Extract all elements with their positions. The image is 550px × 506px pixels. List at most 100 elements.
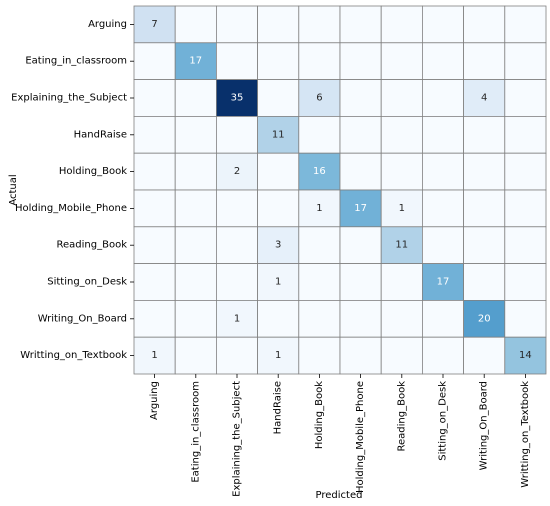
cell-value-r5-c5: 17	[354, 203, 367, 214]
x-axis-title: Predicted	[316, 490, 363, 501]
heatmap-cell-r0-c9	[504, 5, 547, 44]
heatmap-cell-r4-c0	[133, 152, 176, 191]
heatmap-cell-r8-c8	[463, 299, 506, 338]
heatmap-cell-r6-c3	[257, 226, 300, 265]
cells-layer	[133, 5, 547, 375]
heatmap-cell-r1-c0	[133, 42, 176, 80]
heatmap-cell-r7-c0	[133, 263, 176, 301]
cell-value-r7-c3: 1	[275, 277, 281, 288]
y-axis-title: Actual	[8, 174, 19, 205]
y-tick-label-5: Holding_Mobile_Phone	[15, 203, 127, 214]
x-tick-label-9: Writting_on_Textbook	[520, 381, 531, 488]
cell-value-r9-c3: 1	[275, 350, 281, 361]
heatmap-cell-r0-c1	[174, 5, 217, 44]
heatmap-cell-r3-c4	[298, 116, 341, 154]
heatmap-cell-r3-c2	[215, 116, 258, 154]
heatmap-cell-r3-c6	[380, 116, 423, 154]
heatmap-cell-r7-c5	[339, 263, 382, 301]
heatmap-cell-r1-c3	[257, 42, 300, 80]
cell-value-r6-c6: 11	[395, 240, 408, 251]
heatmap-cell-r9-c9	[504, 336, 547, 375]
heatmap-cell-r6-c8	[463, 226, 506, 265]
heatmap-cell-r6-c6	[380, 226, 423, 265]
y-tick-labels: Arguing Eating_in_classroom Explaining_the…	[11, 19, 134, 361]
heatmap-cell-r8-c9	[504, 299, 547, 338]
heatmap-cell-r9-c6	[380, 336, 423, 375]
heatmap-cell-r3-c1	[174, 116, 217, 154]
heatmap-cell-r4-c7	[421, 152, 464, 191]
heatmap-cell-r5-c8	[463, 189, 506, 228]
heatmap-cell-r2-c3	[257, 79, 300, 117]
heatmap-cell-r7-c2	[215, 263, 258, 301]
heatmap-cell-r4-c3	[257, 152, 300, 191]
cell-value-r9-c0: 1	[151, 350, 157, 361]
heatmap-cell-r6-c1	[174, 226, 217, 265]
cell-value-r9-c9: 14	[519, 350, 532, 361]
cell-value-r2-c4: 6	[316, 93, 322, 104]
heatmap-cell-r2-c0	[133, 79, 176, 117]
heatmap-cell-r7-c4	[298, 263, 341, 301]
cell-value-r6-c3: 3	[275, 240, 281, 251]
x-tick-label-1: Eating_in_classroom	[190, 381, 201, 483]
heatmap-cell-r3-c7	[421, 116, 464, 154]
heatmap-cell-r5-c0	[133, 189, 176, 228]
heatmap-cell-r6-c2	[215, 226, 258, 265]
x-tick-label-7: Sitting_on_Desk	[438, 381, 449, 461]
heatmap-cell-r2-c8	[463, 79, 506, 117]
cell-value-r2-c8: 4	[481, 93, 487, 104]
heatmap-cell-r8-c3	[257, 299, 300, 338]
heatmap-cell-r7-c3	[257, 263, 300, 301]
heatmap-cell-r7-c9	[504, 263, 547, 301]
x-tick-label-3: HandRaise	[273, 381, 284, 434]
heatmap-cell-r5-c7	[421, 189, 464, 228]
heatmap-cell-r2-c9	[504, 79, 547, 117]
heatmap-cell-r5-c4	[298, 189, 341, 228]
y-tick-label-3: HandRaise	[74, 129, 127, 140]
heatmap-cell-r2-c7	[421, 79, 464, 117]
heatmap-cell-r7-c1	[174, 263, 217, 301]
x-tick-labels: Arguing Eating_in_classroom Explaining_the…	[149, 374, 531, 497]
heatmap-cell-r8-c0	[133, 299, 176, 338]
cell-value-r2-c2: 35	[231, 93, 244, 104]
heatmap-cell-r6-c9	[504, 226, 547, 265]
heatmap-cell-r9-c7	[421, 336, 464, 375]
heatmap-cell-r0-c5	[339, 5, 382, 44]
heatmap-cell-r4-c1	[174, 152, 217, 191]
x-tick-label-2: Explaining_the_Subject	[232, 381, 243, 497]
cell-value-r1-c1: 17	[189, 56, 202, 67]
y-tick-label-2: Explaining_the_Subject	[11, 93, 127, 104]
heatmap-cell-r7-c7	[421, 263, 464, 301]
heatmap-cell-r3-c5	[339, 116, 382, 154]
heatmap-cell-r7-c6	[380, 263, 423, 301]
y-tick-label-7: Sitting_on_Desk	[47, 277, 127, 288]
y-tick-label-1: Eating_in_classroom	[25, 56, 127, 67]
cell-value-r3-c3: 11	[272, 129, 285, 140]
heatmap-cell-r1-c8	[463, 42, 506, 80]
heatmap-cell-r1-c1	[174, 42, 217, 80]
heatmap-cell-r4-c6	[380, 152, 423, 191]
heatmap-cell-r6-c5	[339, 226, 382, 265]
heatmap-cell-r0-c3	[257, 5, 300, 44]
heatmap-cell-r8-c4	[298, 299, 341, 338]
heatmap-cell-r3-c0	[133, 116, 176, 154]
heatmap-cell-r1-c9	[504, 42, 547, 80]
heatmap-cell-r9-c8	[463, 336, 506, 375]
heatmap-cell-r5-c2	[215, 189, 258, 228]
heatmap-cell-r4-c2	[215, 152, 258, 191]
heatmap-cell-r1-c6	[380, 42, 423, 80]
heatmap-cell-r6-c0	[133, 226, 176, 265]
heatmap-cell-r4-c4	[298, 152, 341, 191]
y-tick-label-0: Arguing	[88, 19, 127, 30]
x-tick-label-8: Writing_On_Board	[479, 381, 490, 470]
heatmap-cell-r3-c9	[504, 116, 547, 154]
cell-value-r8-c8: 20	[478, 313, 491, 324]
heatmap-cell-r0-c8	[463, 5, 506, 44]
x-tick-label-0: Arguing	[149, 381, 160, 420]
heatmap-cell-r5-c3	[257, 189, 300, 228]
heatmap-cell-r6-c4	[298, 226, 341, 265]
heatmap-cell-r2-c6	[380, 79, 423, 117]
heatmap-cell-r8-c7	[421, 299, 464, 338]
heatmap-cell-r5-c5	[339, 189, 382, 228]
heatmap-cell-r4-c9	[504, 152, 547, 191]
